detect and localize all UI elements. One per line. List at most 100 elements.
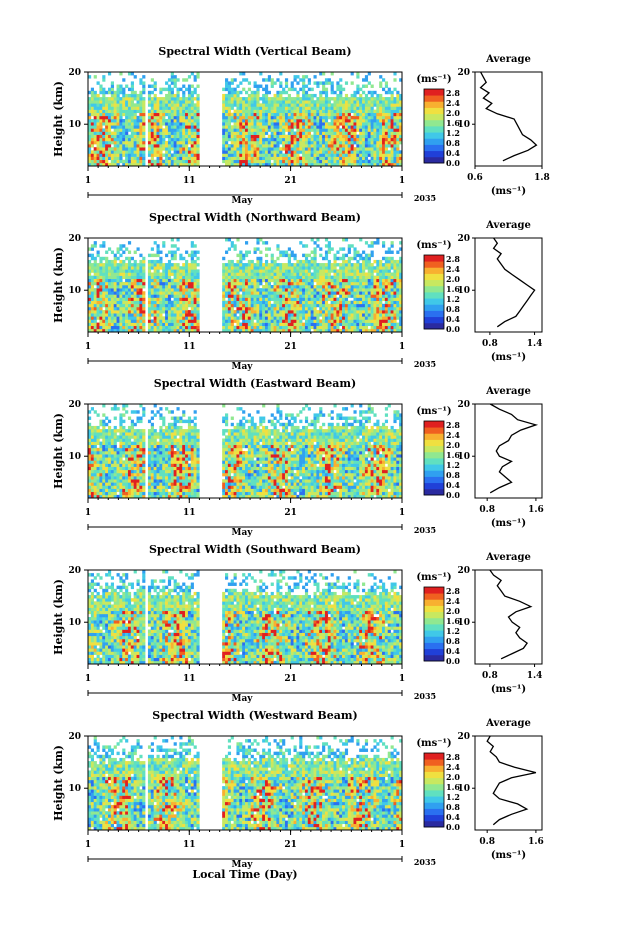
- heatmap-cell: [302, 306, 306, 311]
- heatmap-cell: [105, 266, 109, 270]
- heatmap-cell: [324, 281, 329, 286]
- heatmap-cell: [319, 93, 323, 98]
- heatmap-cell: [373, 153, 377, 157]
- heatmap-cell: [139, 97, 143, 101]
- heatmap-cell: [393, 128, 397, 132]
- heatmap-cell: [90, 103, 94, 107]
- profile-line: [479, 71, 538, 162]
- heatmap-cell: [387, 285, 391, 289]
- heatmap-cell: [125, 300, 129, 305]
- heatmap-cell: [299, 87, 303, 92]
- heatmap-cell: [302, 128, 306, 132]
- heatmap-cell: [193, 137, 197, 142]
- heatmap-cell: [242, 300, 246, 305]
- heatmap-cell: [270, 285, 274, 289]
- heatmap-cell: [299, 306, 303, 311]
- heatmap-cell: [250, 319, 254, 323]
- heatmap-cell: [264, 269, 269, 273]
- heatmap-cell: [347, 119, 351, 123]
- heatmap-cell: [236, 134, 240, 139]
- heatmap-cell: [264, 328, 269, 333]
- heatmap-cell: [147, 134, 152, 139]
- heatmap-cell: [379, 75, 383, 79]
- heatmap-cell: [182, 263, 186, 267]
- heatmap-cell: [230, 125, 234, 129]
- heatmap-cell: [344, 310, 349, 314]
- heatmap-cell: [330, 128, 334, 132]
- heatmap-cell: [324, 253, 329, 258]
- heatmap-cell: [342, 122, 346, 126]
- heatmap-cell: [253, 153, 257, 157]
- heatmap-cell: [367, 147, 371, 151]
- heatmap-cell: [356, 134, 360, 139]
- heatmap-cell: [130, 144, 134, 148]
- heatmap-cell: [196, 313, 200, 317]
- heatmap-cell: [122, 144, 126, 148]
- heatmap-cell: [127, 278, 132, 283]
- heatmap-cell: [122, 137, 126, 142]
- heatmap-cell: [170, 90, 174, 95]
- heatmap-cell: [139, 269, 143, 273]
- heatmap-cell: [179, 103, 183, 107]
- heatmap-cell: [373, 310, 377, 314]
- heatmap-cell: [339, 103, 343, 107]
- heatmap-cell: [342, 147, 346, 151]
- heatmap-cell: [253, 313, 257, 317]
- heatmap-cell: [119, 100, 123, 104]
- heatmap-cell: [222, 294, 226, 298]
- heatmap-cell: [139, 78, 143, 82]
- heatmap-cell: [96, 269, 100, 273]
- heatmap-cell: [393, 106, 397, 110]
- heatmap-cell: [259, 84, 263, 88]
- heatmap-cell: [276, 153, 280, 157]
- heatmap-cell: [96, 288, 100, 292]
- heatmap-cell: [93, 93, 97, 98]
- heatmap-cell: [339, 97, 343, 101]
- heatmap-cell: [259, 156, 263, 161]
- heatmap-cell: [136, 106, 140, 110]
- heatmap-cell: [284, 275, 289, 280]
- heatmap-cell: [359, 93, 363, 98]
- heatmap-cell: [264, 310, 269, 314]
- heatmap-cell: [330, 275, 334, 280]
- heatmap-cell: [296, 153, 300, 157]
- heatmap-cell: [116, 328, 120, 333]
- heatmap-cell: [344, 81, 349, 85]
- heatmap-cell: [336, 134, 340, 139]
- heatmap-cell: [282, 125, 286, 129]
- heatmap-cell: [153, 103, 157, 107]
- heatmap-cell: [142, 319, 146, 323]
- heatmap-cell: [176, 144, 180, 148]
- heatmap-cell: [187, 147, 192, 151]
- heatmap-cell: [356, 297, 360, 301]
- heatmap-cell: [276, 300, 280, 305]
- heatmap-cell: [279, 253, 283, 258]
- heatmap-cell: [193, 278, 197, 283]
- heatmap-cell: [170, 244, 174, 248]
- heatmap-cell: [159, 294, 163, 298]
- heatmap-cell: [179, 162, 183, 167]
- heatmap-cell: [350, 272, 354, 276]
- heatmap-cell: [270, 147, 274, 151]
- heatmap-cell: [110, 100, 114, 104]
- heatmap-cell: [387, 153, 391, 157]
- heatmap-cell: [239, 140, 243, 145]
- heatmap-cell: [150, 294, 154, 298]
- heatmap-cell: [287, 259, 291, 264]
- heatmap-cell: [156, 119, 160, 123]
- heatmap-cell: [227, 269, 232, 273]
- heatmap-cell: [90, 322, 94, 327]
- heatmap-cell: [322, 272, 326, 276]
- heatmap-cell: [387, 272, 391, 276]
- heatmap-cell: [193, 75, 197, 79]
- heatmap-cell: [344, 275, 349, 280]
- heatmap-cell: [279, 131, 283, 135]
- heatmap-cell: [122, 294, 126, 298]
- heatmap-cell: [384, 306, 389, 311]
- heatmap-cell: [193, 162, 197, 167]
- heatmap-cell: [339, 106, 343, 110]
- heatmap-cell: [304, 134, 309, 139]
- heatmap-cell: [364, 109, 369, 114]
- heatmap-cell: [170, 281, 174, 286]
- heatmap-cell: [147, 294, 152, 298]
